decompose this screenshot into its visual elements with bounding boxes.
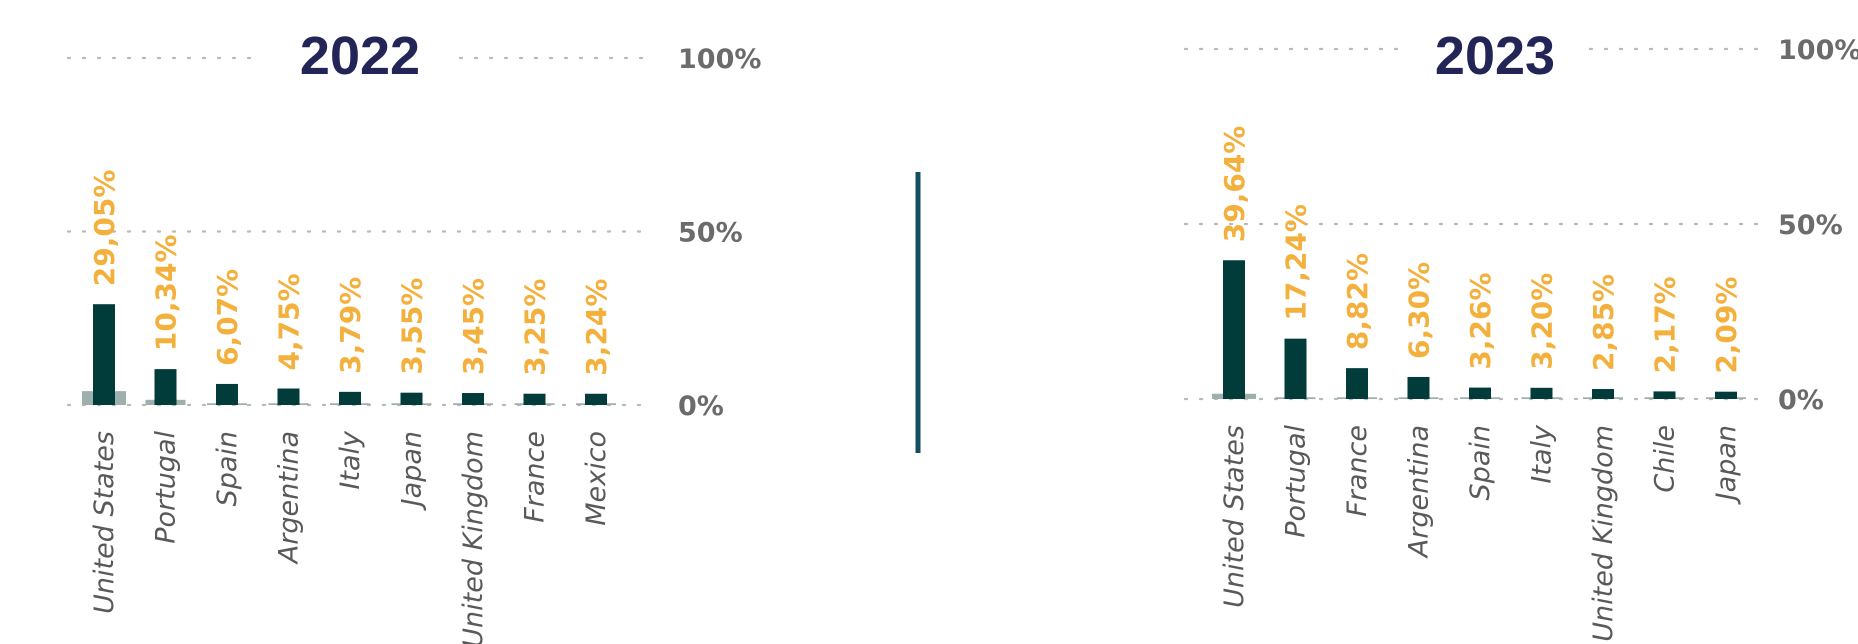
category-label: United States: [1219, 425, 1250, 608]
category-label: France: [520, 431, 551, 523]
bar-italy: [1530, 387, 1553, 399]
category-label: United Kingdom: [1588, 425, 1619, 642]
data-label: 4,75%: [273, 273, 306, 370]
chart-panel-2022: 0% 50% 100% 2022 29,05% United States 10,34% Po…: [66, 26, 761, 644]
bar-argentina: [1407, 376, 1430, 399]
bar-portugal: [154, 369, 177, 405]
category-label: Japan: [397, 431, 428, 511]
bar-japan: [400, 392, 423, 405]
data-label: 6,30%: [1403, 262, 1436, 359]
y-tick-label: 0%: [1778, 385, 1824, 416]
y-tick-label: 100%: [1778, 35, 1858, 66]
category-label: Spain: [212, 431, 243, 506]
chart-title: 2022: [300, 26, 420, 86]
bar-italy: [339, 391, 361, 405]
y-tick-label: 50%: [678, 218, 743, 249]
category-label: Chile: [1650, 425, 1681, 493]
data-label: 29,05%: [88, 170, 121, 287]
bar-united-kingdom: [1592, 389, 1614, 399]
data-label: 39,64%: [1218, 126, 1251, 243]
data-label: 6,07%: [211, 269, 244, 366]
data-label: 3,25%: [519, 279, 552, 376]
data-label: 3,20%: [1526, 273, 1559, 370]
data-label: 3,79%: [334, 277, 367, 374]
category-label: United States: [89, 431, 120, 614]
data-label: 3,55%: [396, 278, 429, 375]
bar-spain: [216, 383, 238, 405]
bar-argentina: [277, 388, 300, 405]
category-label: Spain: [1465, 425, 1496, 500]
category-label: Japan: [1711, 425, 1742, 505]
y-tick-label: 0%: [678, 391, 724, 422]
category-label: Portugal: [151, 431, 182, 544]
bar-france: [1346, 368, 1368, 399]
bar-japan: [1715, 391, 1737, 399]
data-label: 8,82%: [1341, 253, 1374, 350]
category-label: Mexico: [581, 431, 612, 526]
category-label: France: [1342, 425, 1373, 517]
bar-chile: [1653, 391, 1676, 399]
data-label: 2,85%: [1587, 274, 1620, 371]
data-label: 2,09%: [1710, 277, 1743, 374]
data-label: 3,45%: [457, 278, 490, 375]
chart-title: 2023: [1435, 26, 1555, 86]
category-label: Italy: [1527, 424, 1558, 484]
bar-united-states: [93, 304, 115, 405]
bar-portugal: [1284, 338, 1307, 399]
data-label: 2,17%: [1649, 276, 1682, 373]
data-label: 3,24%: [580, 279, 613, 376]
bar-france: [523, 393, 546, 405]
data-label: 17,24%: [1280, 204, 1313, 321]
category-label: Argentina: [1404, 425, 1435, 559]
bar-spain: [1469, 387, 1491, 399]
y-tick-label: 100%: [678, 44, 761, 75]
bar-united-kingdom: [462, 393, 484, 405]
bar-mexico: [585, 393, 607, 405]
category-label: Portugal: [1281, 425, 1312, 538]
category-label: Italy: [335, 430, 366, 490]
category-label: Argentina: [274, 431, 305, 565]
y-tick-label: 50%: [1778, 210, 1843, 241]
bar-united-states: [1223, 260, 1245, 399]
data-label: 3,26%: [1464, 272, 1497, 369]
chart-panel-2023: 0% 50% 100% 2023 39,64% United States 17,24% Po…: [1183, 26, 1858, 642]
category-label: United Kingdom: [458, 431, 489, 644]
data-label: 10,34%: [150, 234, 183, 351]
